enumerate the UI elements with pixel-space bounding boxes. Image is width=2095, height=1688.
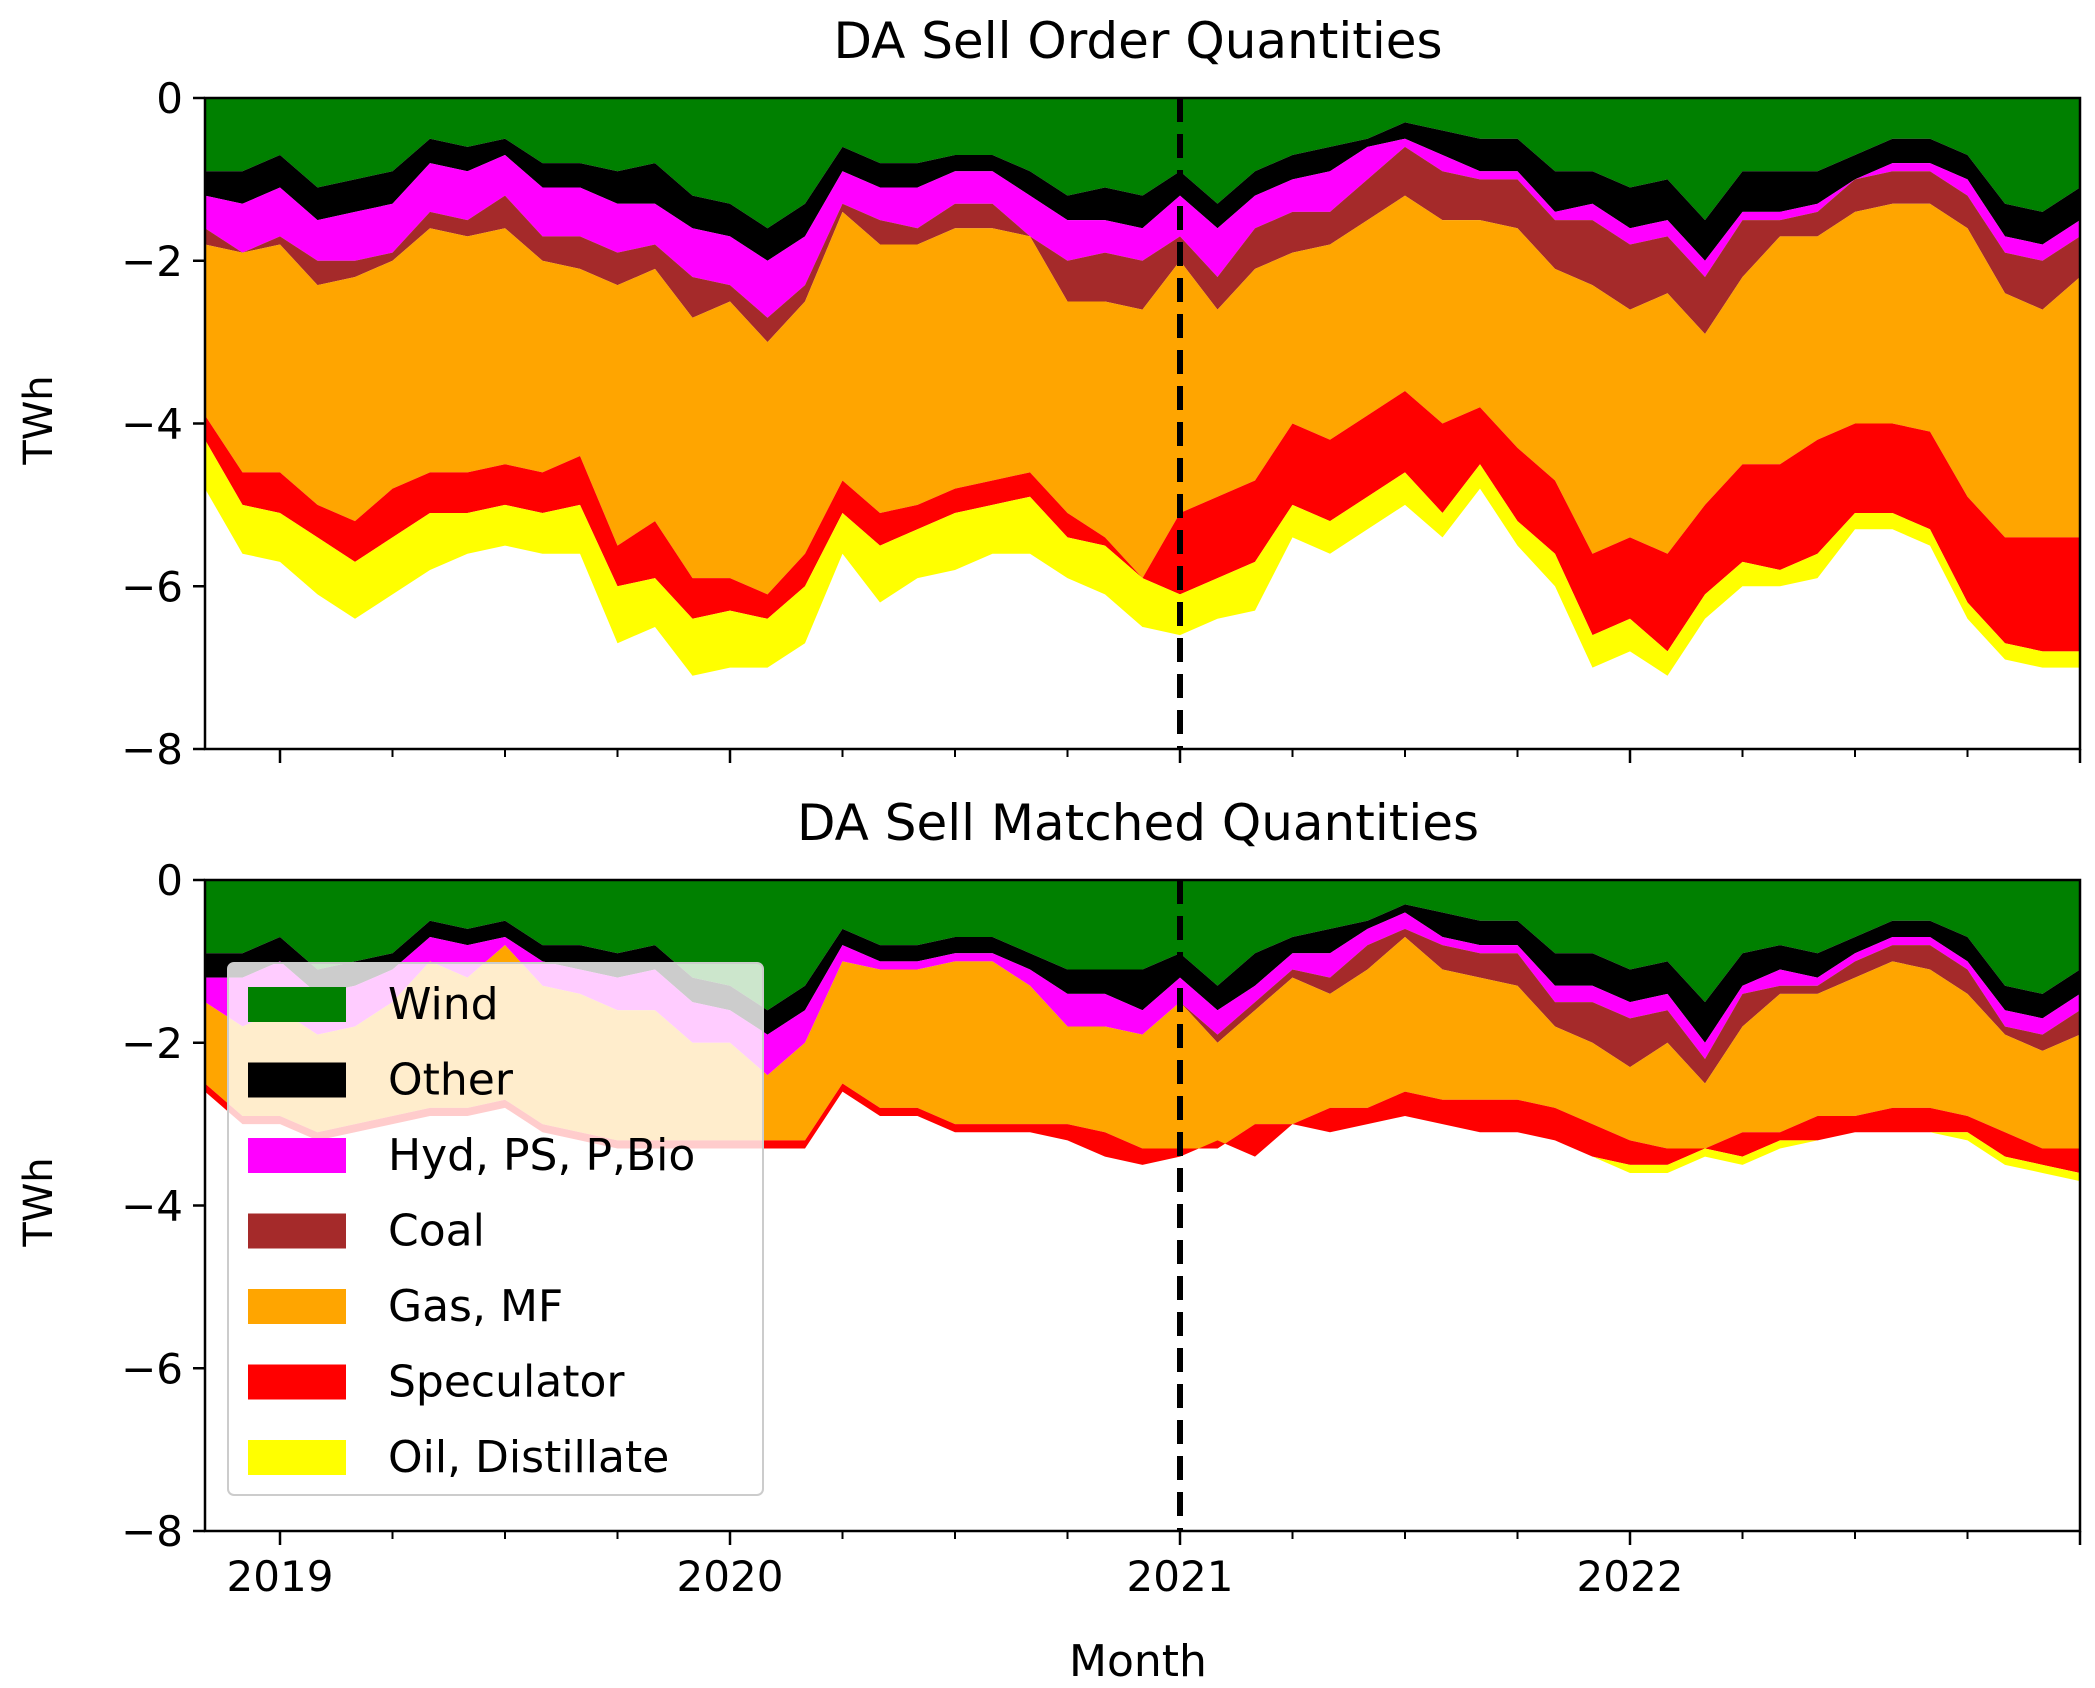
legend-item: Wind	[248, 979, 499, 1030]
y-tick-label-bottom: −6	[121, 1344, 183, 1393]
area-bottom-wind	[205, 880, 2080, 1011]
legend-swatch	[248, 987, 346, 1022]
panel-top-title: DA Sell Order Quantities	[833, 12, 1442, 70]
legend-item: Oil, Distillate	[248, 1432, 669, 1483]
legend-label: Coal	[388, 1206, 485, 1257]
area-top-coal	[205, 146, 2080, 343]
area-top-hyd-ps-p-bio	[205, 138, 2080, 318]
panel-bottom-title: DA Sell Matched Quantities	[797, 794, 1479, 852]
panel-top-areas	[205, 98, 2080, 676]
legend-swatch	[248, 1440, 346, 1475]
legend-swatch	[248, 1138, 346, 1173]
y-tick-label-top: −6	[121, 562, 183, 611]
x-tick-label: 2019	[227, 1552, 334, 1601]
legend-swatch	[248, 1213, 346, 1249]
legend-label: Speculator	[388, 1357, 625, 1408]
legend-label: Hyd, PS, P,Bio	[388, 1130, 695, 1181]
legend-box	[227, 962, 764, 1496]
panel-top-axes: 0 −2 −4 −6 −8	[121, 74, 2082, 774]
panel-bottom: DA Sell Matched Quantities 0 −2 −4 −6 −8 2019…	[16, 794, 2082, 1601]
legend-swatch	[248, 1364, 346, 1400]
area-top-oil-distillate	[205, 439, 2080, 676]
x-tick-label: 2020	[677, 1552, 784, 1601]
y-tick-label-top: 0	[156, 74, 183, 123]
area-top-gas-mf	[205, 195, 2080, 595]
y-tick-label-bottom: −4	[121, 1182, 183, 1231]
panel-top-ylabel: TWh	[16, 375, 62, 465]
legend-item: Coal	[248, 1206, 485, 1257]
legend-label: Gas, MF	[388, 1281, 563, 1332]
legend-item: Other	[248, 1055, 514, 1106]
x-axis-label: Month	[1069, 1636, 1207, 1687]
legend-item: Hyd, PS, P,Bio	[248, 1130, 695, 1181]
legend-item: Speculator	[248, 1357, 625, 1408]
x-tick-label: 2022	[1577, 1552, 1684, 1601]
y-tick-label-top: −4	[121, 400, 183, 449]
y-tick-label-bottom: 0	[156, 856, 183, 905]
y-tick-label-top: −2	[121, 237, 183, 286]
area-top-wind	[205, 98, 2080, 229]
y-tick-label-top: −8	[121, 725, 183, 774]
legend-swatch	[248, 1289, 346, 1324]
area-bottom-coal	[205, 928, 2080, 1084]
panel-bottom-axes: 0 −2 −4 −6 −8 2019 2020 2021 2022	[121, 856, 2082, 1601]
y-tick-label-bottom: −8	[121, 1507, 183, 1556]
x-tick-label: 2021	[1127, 1552, 1234, 1601]
area-bottom-other	[205, 904, 2080, 1043]
y-tick-label-bottom: −2	[121, 1019, 183, 1068]
panel-bottom-ylabel: TWh	[16, 1157, 62, 1247]
area-bottom-speculator	[205, 1083, 2080, 1173]
legend-label: Oil, Distillate	[388, 1432, 669, 1483]
panel-top: DA Sell Order Quantities 0 −2 −4 −6 −8 TWh	[16, 12, 2082, 774]
legend-swatch	[248, 1062, 346, 1098]
legend-label: Other	[388, 1055, 514, 1106]
area-top-speculator	[205, 390, 2080, 652]
legend: Wind Other Hyd, PS, P,Bio Coal Gas, MF Specul…	[227, 962, 764, 1496]
legend-label: Wind	[388, 979, 499, 1030]
legend-item: Gas, MF	[248, 1281, 563, 1332]
